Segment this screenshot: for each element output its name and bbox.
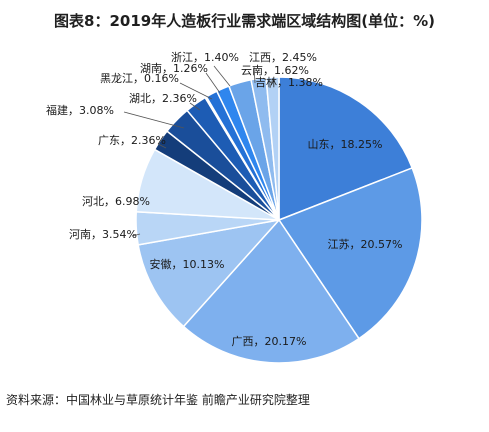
chart-title: 图表8：2019年人造板行业需求端区域结构图(单位：%)	[54, 12, 435, 30]
slice-label-10: 湖南，1.26%	[140, 62, 208, 75]
pie-slice-1	[277, 166, 423, 340]
leader-line-10	[205, 72, 221, 94]
slice-label-9: 黑龙江，0.16%	[100, 72, 179, 85]
slice-label-7: 福建，3.08%	[46, 103, 114, 117]
slice-label-14: 吉林，1.38%	[255, 75, 323, 89]
pie-slices	[135, 76, 423, 364]
leader-line-7	[123, 111, 185, 129]
slice-label-1: 江苏，20.57%	[328, 238, 403, 251]
leader-line-6	[157, 143, 167, 149]
slice-label-13: 云南，1.62%	[241, 64, 309, 77]
slice-label-0: 山东，18.25%	[308, 138, 383, 151]
slice-label-11: 浙江，1.40%	[171, 51, 239, 64]
leader-line-8	[189, 102, 201, 111]
slice-label-2: 广西，20.17%	[232, 335, 307, 348]
pie-slice-3	[137, 218, 282, 328]
leader-line-12	[253, 66, 256, 84]
leader-line-9	[179, 82, 213, 100]
slice-label-12: 江西，2.45%	[249, 51, 317, 64]
pie-slice-0	[278, 76, 414, 222]
leader-line-14	[269, 77, 274, 89]
pie-slice-2	[182, 218, 360, 364]
leader-lines	[123, 65, 274, 237]
leader-line-4	[131, 233, 141, 237]
pie-slice-14	[265, 76, 280, 221]
slice-label-3: 安徽，10.13%	[150, 257, 225, 271]
slice-label-8: 湖北，2.36%	[129, 92, 197, 105]
leader-line-11	[213, 65, 231, 87]
slice-labels: 山东，18.25% 江苏，20.57% 广西，20.17% 安徽，10.13% 河南，3…	[46, 51, 402, 348]
slice-label-4: 河南，3.54%	[69, 228, 137, 241]
slice-label-6: 广东，2.36%	[98, 134, 166, 147]
source-note: 资料来源：中国林业与草原统计年鉴 前瞻产业研究院整理	[6, 393, 310, 407]
leader-line-13	[262, 77, 267, 81]
slice-label-5: 河北，6.98%	[82, 195, 150, 208]
